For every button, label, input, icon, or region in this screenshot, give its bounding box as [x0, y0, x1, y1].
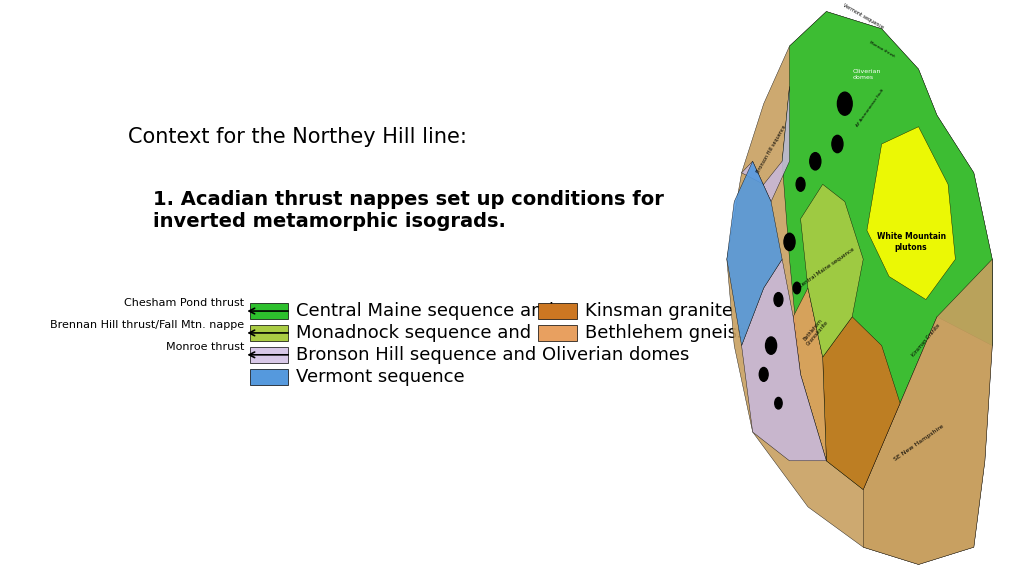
Circle shape	[796, 177, 805, 191]
Text: Central Maine sequence: Central Maine sequence	[798, 247, 855, 289]
Circle shape	[775, 397, 782, 409]
Circle shape	[810, 153, 821, 170]
Circle shape	[766, 337, 776, 354]
Text: Bethlehem gneiss: Bethlehem gneiss	[585, 324, 746, 342]
Text: Vermont sequence: Vermont sequence	[296, 367, 465, 386]
Text: Brennan Hill thrust/Fall Mtn. nappe: Brennan Hill thrust/Fall Mtn. nappe	[50, 320, 245, 330]
Circle shape	[794, 282, 801, 294]
Text: Oliverian
domes: Oliverian domes	[852, 70, 881, 80]
Text: Chesham Pond thrust: Chesham Pond thrust	[124, 298, 245, 308]
FancyBboxPatch shape	[250, 347, 288, 363]
Text: Kinsman Granite: Kinsman Granite	[910, 323, 941, 358]
Text: Bronson Hill sequence and Oliverian domes: Bronson Hill sequence and Oliverian dome…	[296, 346, 689, 364]
Polygon shape	[741, 259, 826, 461]
Text: Vermont sequence: Vermont sequence	[842, 2, 885, 30]
Text: Monroe thrust: Monroe thrust	[166, 342, 245, 352]
Text: Bronson Hill sequence: Bronson Hill sequence	[756, 124, 786, 174]
Polygon shape	[863, 259, 992, 564]
Text: Kinsman granite: Kinsman granite	[585, 302, 732, 320]
FancyBboxPatch shape	[538, 325, 577, 341]
Text: Monadnock sequence and: Monadnock sequence and	[296, 324, 531, 342]
Circle shape	[774, 293, 783, 306]
Polygon shape	[794, 288, 826, 461]
FancyBboxPatch shape	[250, 369, 288, 385]
Polygon shape	[741, 86, 790, 202]
FancyBboxPatch shape	[250, 303, 288, 319]
Text: AF Ammonoosuc fault: AF Ammonoosuc fault	[856, 88, 885, 128]
FancyBboxPatch shape	[250, 325, 288, 341]
Text: Central Maine sequence and: Central Maine sequence and	[296, 302, 554, 320]
Text: White Mountain
plutons: White Mountain plutons	[877, 232, 946, 252]
Polygon shape	[727, 161, 782, 346]
FancyBboxPatch shape	[538, 303, 577, 319]
Text: Monroe thrust: Monroe thrust	[868, 41, 895, 59]
Polygon shape	[782, 12, 992, 490]
Polygon shape	[801, 184, 863, 357]
Polygon shape	[727, 12, 992, 564]
Text: 1. Acadian thrust nappes set up conditions for
inverted metamorphic isograds.: 1. Acadian thrust nappes set up conditio…	[154, 190, 665, 231]
Text: SE New Hampshire: SE New Hampshire	[893, 423, 944, 462]
Circle shape	[831, 135, 843, 153]
Circle shape	[784, 233, 795, 251]
Polygon shape	[867, 127, 955, 300]
Circle shape	[838, 92, 852, 115]
Circle shape	[759, 367, 768, 381]
Polygon shape	[822, 317, 900, 490]
Text: Context for the Northey Hill line:: Context for the Northey Hill line:	[128, 127, 467, 147]
Text: Bethlehem
Granodiorite: Bethlehem Granodiorite	[801, 316, 829, 347]
